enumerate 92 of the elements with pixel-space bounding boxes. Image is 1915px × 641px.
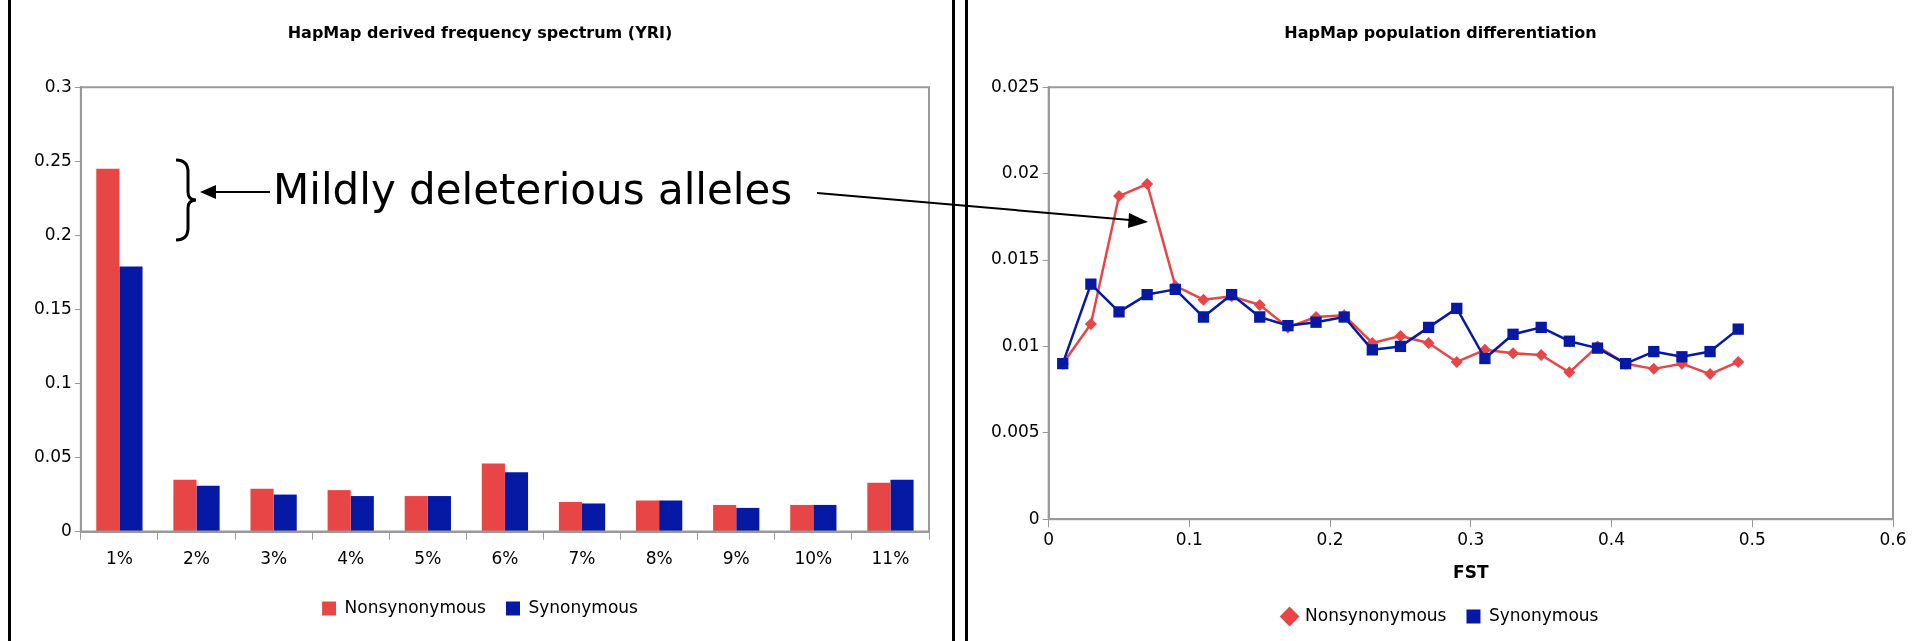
point xyxy=(1451,302,1463,315)
point xyxy=(1085,278,1097,290)
point xyxy=(1732,355,1745,368)
bar xyxy=(636,500,660,532)
x-tick-label: 1% xyxy=(105,548,133,569)
y-tick-label: 0.15 xyxy=(33,297,72,318)
point xyxy=(1254,311,1266,323)
point xyxy=(1704,345,1716,358)
bar xyxy=(327,490,351,532)
point xyxy=(1310,316,1322,328)
point xyxy=(1197,311,1210,323)
bar xyxy=(582,503,606,532)
y-tick-label: 0.05 xyxy=(33,445,72,466)
annotation: Mildly deleterious alleles xyxy=(273,164,793,214)
point xyxy=(1197,293,1210,306)
point xyxy=(1648,345,1660,358)
y-tick-label: 0 xyxy=(1028,507,1040,528)
y-tick-label: 0.005 xyxy=(991,421,1040,442)
point xyxy=(1704,368,1717,381)
bar xyxy=(273,494,297,532)
y-tick-label: 0.25 xyxy=(33,149,72,170)
x-tick-label: 0.6 xyxy=(1879,528,1907,549)
x-tick-label: 0.4 xyxy=(1598,528,1626,549)
point xyxy=(1422,321,1435,334)
point xyxy=(1394,340,1407,353)
point xyxy=(1141,288,1153,301)
point xyxy=(1253,298,1266,311)
x-tick-label: 9% xyxy=(722,548,750,569)
point xyxy=(1676,351,1688,363)
point xyxy=(1169,283,1181,296)
legend-label: Nonsynonymous xyxy=(344,596,487,617)
x-tick-label: 6% xyxy=(491,548,519,569)
point xyxy=(1563,366,1576,379)
x-tick-label: 11% xyxy=(871,548,910,569)
bar xyxy=(890,479,914,532)
bar xyxy=(481,463,505,532)
bar xyxy=(713,504,737,532)
x-tick-label: 0 xyxy=(1043,528,1055,549)
x-tick-label: 0.1 xyxy=(1175,528,1203,549)
point xyxy=(1141,177,1154,190)
point xyxy=(1422,336,1435,349)
point xyxy=(1366,344,1378,356)
x-tick-label: 7% xyxy=(568,548,596,569)
y-tick-label: 0.02 xyxy=(1001,162,1040,183)
bar xyxy=(173,479,197,532)
point xyxy=(1535,321,1547,334)
legend-label: Nonsynonymous xyxy=(1305,604,1447,625)
point xyxy=(1450,355,1463,368)
x-tick-label: 0.2 xyxy=(1316,528,1344,549)
point xyxy=(1113,190,1126,203)
legend-label: Synonymous xyxy=(528,596,639,617)
bar xyxy=(404,496,428,532)
point xyxy=(1732,323,1744,335)
point xyxy=(1507,347,1520,360)
bar xyxy=(96,168,120,532)
legend-label: Synonymous xyxy=(1488,604,1599,625)
chart-title: HapMap population differentiation xyxy=(1284,22,1597,42)
point xyxy=(1535,349,1548,362)
y-tick-label: 0.015 xyxy=(991,248,1040,269)
x-tick-label: 0.3 xyxy=(1457,528,1485,549)
point xyxy=(1479,352,1491,365)
point xyxy=(1563,335,1575,347)
y-tick-label: 0.2 xyxy=(44,223,72,244)
bar xyxy=(813,504,837,532)
x-tick-label: 5% xyxy=(414,548,442,569)
bar xyxy=(504,472,529,532)
bar xyxy=(790,504,814,532)
bar xyxy=(350,496,374,532)
bar xyxy=(736,507,760,532)
y-tick-label: 0.025 xyxy=(991,75,1040,96)
x-tick-label: 10% xyxy=(794,548,833,569)
point xyxy=(1647,362,1660,375)
bar xyxy=(250,488,274,532)
bar xyxy=(196,485,220,532)
y-tick-label: 0.01 xyxy=(1001,334,1040,355)
bar xyxy=(867,482,891,532)
bar xyxy=(659,500,683,532)
x-tick-label: 8% xyxy=(645,548,673,569)
y-tick-label: 0.3 xyxy=(44,75,72,96)
x-axis-title: FST xyxy=(1453,562,1489,583)
x-tick-label: 3% xyxy=(260,548,288,569)
x-tick-label: 2% xyxy=(183,548,210,569)
x-tick-label: 0.5 xyxy=(1738,528,1766,549)
y-tick-label: 0.1 xyxy=(44,371,72,392)
point xyxy=(1084,317,1097,330)
bar xyxy=(119,266,143,532)
x-tick-label: 4% xyxy=(337,548,365,569)
bar xyxy=(558,501,583,532)
chart-title: HapMap derived frequency spectrum (YRI) xyxy=(287,22,673,42)
point xyxy=(1113,306,1125,318)
bar xyxy=(427,496,451,532)
point xyxy=(1507,328,1519,340)
